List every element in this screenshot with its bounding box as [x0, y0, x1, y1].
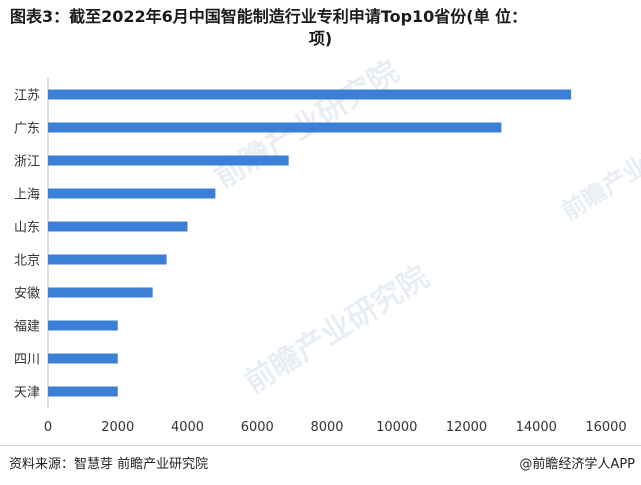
category-tick-label: 山东 [14, 221, 40, 236]
bar [48, 386, 118, 397]
x-tick-label: 14000 [516, 420, 557, 435]
chart-title: 图表3：截至2022年6月中国智能制造行业专利申请Top10省份(单 位： 项) [0, 6, 641, 50]
x-tick-label: 12000 [446, 420, 487, 435]
category-tick-label: 福建 [14, 320, 40, 335]
bar [48, 320, 118, 331]
x-tick-label: 16000 [585, 420, 626, 435]
x-tick-label: 0 [44, 420, 52, 435]
footer-divider [0, 445, 641, 446]
bar [48, 353, 118, 364]
publisher-credit: @前瞻经济学人APP [519, 457, 635, 472]
x-tick-label: 2000 [101, 420, 134, 435]
bar [48, 122, 502, 133]
x-tick-label: 4000 [171, 420, 204, 435]
chart-title-line1: 图表3：截至2022年6月中国智能制造行业专利申请Top10省份(单 位： [10, 7, 528, 26]
bar [48, 188, 216, 199]
data-source: 资料来源：智慧芽 前瞻产业研究院 [9, 457, 209, 472]
category-tick-label: 四川 [14, 353, 40, 368]
x-tick-label: 6000 [241, 420, 274, 435]
bar [48, 287, 153, 298]
bar [48, 221, 188, 232]
category-tick-label: 广东 [14, 122, 40, 137]
category-tick-label: 天津 [14, 386, 40, 401]
category-tick-label: 江苏 [14, 88, 40, 104]
bar [48, 254, 167, 265]
bar [48, 155, 289, 166]
category-tick-label: 北京 [14, 254, 40, 269]
category-tick-label: 上海 [14, 188, 40, 203]
category-tick-label: 安徽 [14, 287, 40, 302]
chart-title-line2: 项) [308, 29, 333, 48]
x-tick-label: 10000 [376, 420, 417, 435]
category-tick-label: 浙江 [14, 155, 40, 170]
x-tick-label: 8000 [310, 420, 343, 435]
bar [48, 89, 572, 100]
